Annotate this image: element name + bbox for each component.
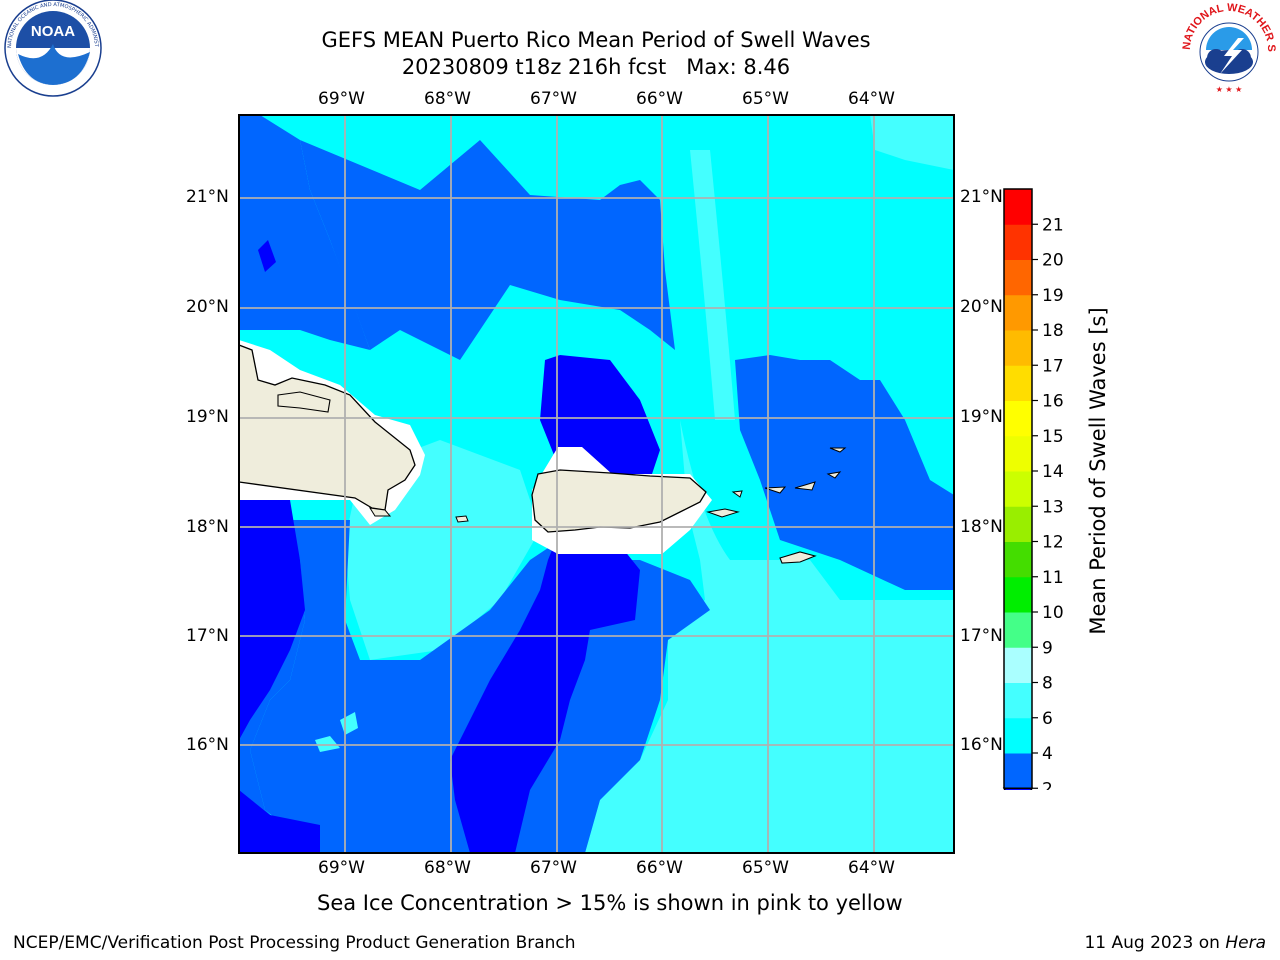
lat-label-left: 18°N [186,517,229,537]
colorbar-tick-label: 17 [1042,356,1064,376]
colorbar: 2 4 6 8 9 10 11 12 13 14 15 16 17 18 19 20 21 [1002,188,1064,790]
lon-label-top: 67°W [530,89,577,109]
colorbar-segment [1004,400,1032,437]
colorbar-tick-label: 16 [1042,392,1064,412]
colorbar-segment [1004,541,1032,578]
graticule [239,115,954,853]
footer-right: 11 Aug 2023 on Hera [1084,933,1266,953]
lon-label-bottom: 64°W [848,858,895,878]
map-frame [238,114,955,854]
colorbar-tick-label: 18 [1042,321,1064,341]
colorbar-tick-label: 2 [1042,779,1053,790]
colorbar-tick-label: 10 [1042,603,1064,623]
colorbar-extend-arrow [1002,787,1034,790]
lon-label-bottom: 68°W [424,858,471,878]
lat-label-right: 21°N [960,187,1003,207]
lat-label-left: 19°N [186,407,229,427]
colorbar-segment [1004,576,1032,613]
colorbar-segment [1004,189,1032,225]
colorbar-segment [1004,294,1032,331]
noaa-logo: NOAA NATIONAL OCEANIC AND ATMOSPHERIC AD… [2,0,102,97]
colorbar-segment [1004,647,1032,683]
colorbar-segment [1004,365,1032,401]
lon-label-top: 66°W [636,89,683,109]
colorbar-segment [1004,224,1032,260]
svg-text:★ ★ ★: ★ ★ ★ [1216,85,1243,94]
colorbar-tick-label: 12 [1042,533,1064,553]
lat-label-right: 17°N [960,626,1003,646]
noaa-logo-text: NOAA [31,23,75,40]
lon-label-top: 69°W [318,89,365,109]
colorbar-tick-label: 4 [1042,744,1053,764]
map-panel [238,114,955,854]
lon-label-top: 65°W [742,89,789,109]
colorbar-tick-label: 13 [1042,497,1064,517]
colorbar-segment [1004,330,1032,366]
lon-label-bottom: 66°W [636,858,683,878]
colorbar-tick-label: 20 [1042,251,1064,271]
lat-label-right: 18°N [960,517,1003,537]
colorbar-segment [1004,717,1032,754]
lat-label-right: 19°N [960,407,1003,427]
lat-label-left: 16°N [186,735,229,755]
lon-label-top: 64°W [848,89,895,109]
footer-left: NCEP/EMC/Verification Post Processing Pr… [13,933,576,953]
lon-label-bottom: 67°W [530,858,577,878]
lat-label-right: 20°N [960,297,1003,317]
lon-label-top: 68°W [424,89,471,109]
lat-label-left: 20°N [186,297,229,317]
colorbar-segment [1004,471,1032,507]
colorbar-segment [1004,506,1032,542]
colorbar-frame [1003,188,1033,789]
nws-logo: NATIONAL WEATHER SERVICE ★ ★ ★ [1178,0,1277,96]
colorbar-tick-label: 8 [1042,674,1053,694]
lat-label-right: 16°N [960,735,1003,755]
colorbar-segment [1004,435,1032,472]
colorbar-label: Mean Period of Swell Waves [s] [1086,307,1110,635]
colorbar-tick-label: 6 [1042,709,1053,729]
colorbar-tick-label: 15 [1042,427,1064,447]
chart-title-line1: GEFS MEAN Puerto Rico Mean Period of Swe… [321,28,871,52]
swell-period-field [239,115,954,853]
colorbar-tick-label: 9 [1042,638,1053,658]
colorbar-segment [1004,682,1032,719]
sea-ice-note: Sea Ice Concentration > 15% is shown in … [317,891,903,915]
colorbar-segment [1004,612,1032,648]
chart-title-line2: 20230809 t18z 216h fcst Max: 8.46 [401,55,791,79]
colorbar-tick-label: 21 [1042,215,1064,235]
colorbar-tick-label: 11 [1042,568,1064,588]
colorbar-segment [1004,259,1032,296]
lon-label-bottom: 65°W [742,858,789,878]
lat-label-left: 21°N [186,187,229,207]
colorbar-tick-label: 14 [1042,462,1064,482]
footer-date: 11 Aug 2023 on [1084,933,1226,953]
footer-host: Hera [1225,933,1266,953]
colorbar-segment [1004,753,1032,789]
lon-label-bottom: 69°W [318,858,365,878]
lat-label-left: 17°N [186,626,229,646]
colorbar-tick-label: 19 [1042,286,1064,306]
